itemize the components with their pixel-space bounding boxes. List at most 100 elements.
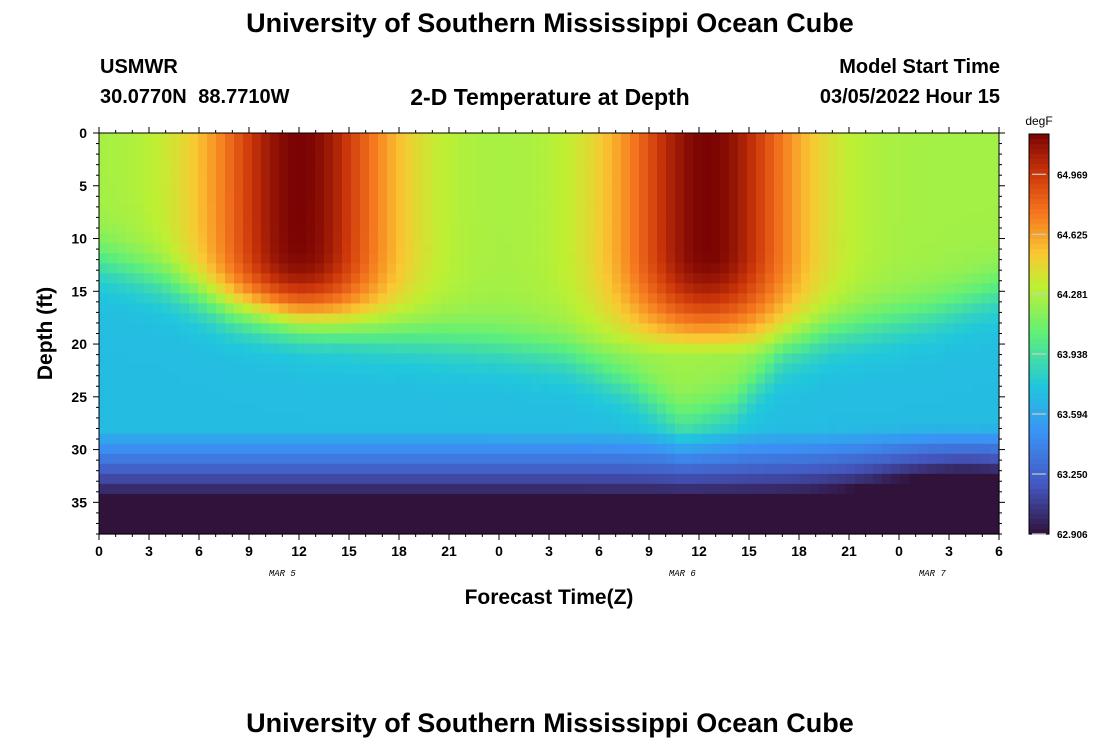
heatmap-cell bbox=[765, 473, 775, 485]
heatmap-cell bbox=[963, 133, 973, 144]
heatmap-cell bbox=[297, 143, 307, 154]
heatmap-cell bbox=[279, 363, 289, 375]
heatmap-cell bbox=[504, 133, 514, 144]
heatmap-cell bbox=[801, 373, 811, 385]
heatmap-cell bbox=[657, 403, 667, 415]
heatmap-cell bbox=[900, 483, 910, 495]
heatmap-cell bbox=[963, 223, 973, 234]
heatmap-cell bbox=[288, 513, 298, 525]
heatmap-cell bbox=[747, 253, 757, 264]
heatmap-cell bbox=[603, 213, 613, 224]
heatmap-cell bbox=[846, 343, 856, 355]
heatmap-cell bbox=[612, 303, 622, 315]
heatmap-cell bbox=[216, 323, 226, 335]
heatmap-cell bbox=[927, 293, 937, 305]
heatmap-cell bbox=[477, 443, 487, 455]
heatmap-cell bbox=[522, 163, 532, 174]
heatmap-cell bbox=[540, 383, 550, 395]
heatmap-cell bbox=[693, 193, 703, 204]
heatmap-cell bbox=[864, 433, 874, 445]
heatmap-cell bbox=[657, 153, 667, 164]
heatmap-cell bbox=[477, 153, 487, 164]
heatmap-cell bbox=[648, 373, 658, 385]
heatmap-cell bbox=[468, 493, 478, 505]
heatmap-cell bbox=[783, 313, 793, 325]
heatmap-cell bbox=[630, 473, 640, 485]
heatmap-cell bbox=[756, 253, 766, 264]
heatmap-cell bbox=[504, 313, 514, 325]
heatmap-cell bbox=[360, 323, 370, 335]
heatmap-cell bbox=[387, 263, 397, 274]
heatmap-cell bbox=[135, 493, 145, 505]
heatmap-cell bbox=[315, 173, 325, 184]
heatmap-cell bbox=[459, 363, 469, 375]
heatmap-cell bbox=[477, 183, 487, 194]
heatmap-cell bbox=[990, 283, 1000, 295]
heatmap-cell bbox=[279, 213, 289, 224]
heatmap-cell bbox=[162, 173, 172, 184]
heatmap-cell bbox=[576, 133, 586, 144]
heatmap-cell bbox=[513, 493, 523, 505]
heatmap-cell bbox=[342, 403, 352, 415]
heatmap-cell bbox=[180, 273, 190, 284]
heatmap-cell bbox=[549, 383, 559, 395]
heatmap-cell bbox=[711, 333, 721, 345]
heatmap-cell bbox=[315, 343, 325, 355]
heatmap-cell bbox=[432, 203, 442, 214]
heatmap-cell bbox=[837, 283, 847, 295]
heatmap-cell bbox=[450, 393, 460, 405]
heatmap-cell bbox=[216, 443, 226, 455]
heatmap-cell bbox=[279, 233, 289, 244]
heatmap-cell bbox=[261, 493, 271, 505]
heatmap-cell bbox=[324, 303, 334, 315]
heatmap-cell bbox=[558, 463, 568, 475]
heatmap-cell bbox=[162, 523, 172, 535]
heatmap-cell bbox=[693, 143, 703, 154]
heatmap-cell bbox=[711, 493, 721, 505]
heatmap-cell bbox=[900, 373, 910, 385]
heatmap-cell bbox=[432, 503, 442, 515]
heatmap-cell bbox=[459, 323, 469, 335]
heatmap-cell bbox=[396, 433, 406, 445]
heatmap-cell bbox=[477, 413, 487, 425]
heatmap-cell bbox=[576, 213, 586, 224]
heatmap-cell bbox=[522, 143, 532, 154]
heatmap-cell bbox=[207, 333, 217, 345]
heatmap-cell bbox=[414, 293, 424, 305]
heatmap-cell bbox=[549, 403, 559, 415]
heatmap-cell bbox=[414, 493, 424, 505]
heatmap-cell bbox=[171, 403, 181, 415]
heatmap-cell bbox=[108, 453, 118, 465]
heatmap-cell bbox=[612, 353, 622, 365]
heatmap-cell bbox=[432, 253, 442, 264]
heatmap-cell bbox=[657, 513, 667, 525]
heatmap-cell bbox=[279, 353, 289, 365]
heatmap-cell bbox=[198, 423, 208, 435]
heatmap-cell bbox=[567, 353, 577, 365]
heatmap-cell bbox=[819, 393, 829, 405]
heatmap-cell bbox=[495, 443, 505, 455]
heatmap-cell bbox=[801, 473, 811, 485]
heatmap-cell bbox=[864, 273, 874, 284]
heatmap-cell bbox=[144, 193, 154, 204]
heatmap-cell bbox=[126, 323, 136, 335]
heatmap-cell bbox=[216, 303, 226, 315]
heatmap-cell bbox=[990, 483, 1000, 495]
heatmap-cell bbox=[360, 423, 370, 435]
heatmap-cell bbox=[531, 463, 541, 475]
heatmap-cell bbox=[801, 453, 811, 465]
heatmap-cell bbox=[585, 383, 595, 395]
heatmap-cell bbox=[441, 393, 451, 405]
heatmap-cell bbox=[558, 263, 568, 274]
heatmap-cell bbox=[855, 483, 865, 495]
heatmap-cell bbox=[207, 373, 217, 385]
heatmap-cell bbox=[801, 223, 811, 234]
heatmap-cell bbox=[729, 223, 739, 234]
heatmap-cell bbox=[288, 273, 298, 284]
heatmap-cell bbox=[207, 243, 217, 254]
heatmap-cell bbox=[486, 333, 496, 345]
heatmap-cell bbox=[441, 133, 451, 144]
colorbar-segment bbox=[1029, 314, 1049, 320]
heatmap-cell bbox=[369, 173, 379, 184]
heatmap-cell bbox=[657, 263, 667, 274]
